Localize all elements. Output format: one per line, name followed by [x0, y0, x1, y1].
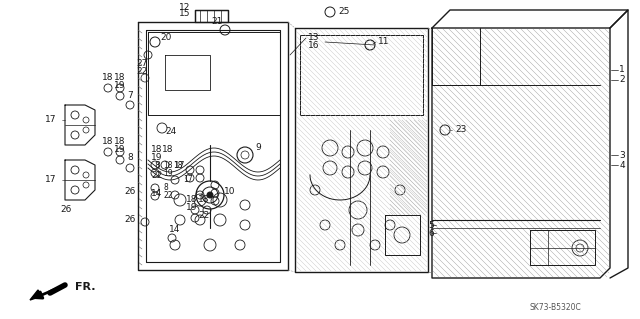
Text: 26: 26 — [61, 205, 72, 214]
Text: 19: 19 — [163, 168, 173, 177]
Text: 13: 13 — [308, 33, 319, 42]
Text: 18: 18 — [102, 73, 114, 83]
Text: 18: 18 — [163, 145, 173, 154]
Text: 22: 22 — [137, 68, 148, 77]
Text: 21: 21 — [212, 18, 223, 26]
Text: 20: 20 — [160, 33, 172, 42]
Text: 9: 9 — [255, 144, 260, 152]
Text: 22: 22 — [163, 191, 173, 201]
Text: SK73-B5320C: SK73-B5320C — [529, 302, 581, 311]
Text: FR.: FR. — [75, 282, 95, 292]
Text: 8: 8 — [127, 153, 133, 162]
Text: 5: 5 — [428, 220, 434, 229]
Text: 19: 19 — [115, 145, 125, 154]
Text: 17: 17 — [174, 160, 186, 169]
Text: 6: 6 — [428, 228, 434, 238]
Text: 25: 25 — [338, 8, 349, 17]
Text: 15: 15 — [179, 10, 190, 19]
Text: 19: 19 — [151, 153, 163, 162]
Text: 17: 17 — [45, 175, 56, 184]
Text: 11: 11 — [378, 38, 390, 47]
Circle shape — [207, 192, 213, 198]
Text: 10: 10 — [224, 188, 236, 197]
Text: 8: 8 — [154, 160, 160, 169]
Text: 18: 18 — [115, 73, 125, 83]
Text: 12: 12 — [179, 4, 190, 12]
Text: 26: 26 — [124, 216, 136, 225]
Text: 1: 1 — [619, 65, 625, 75]
Text: 18: 18 — [163, 160, 173, 169]
Text: 18: 18 — [115, 137, 125, 146]
Text: 17: 17 — [45, 115, 56, 124]
Text: 17: 17 — [183, 175, 193, 184]
Text: 18: 18 — [186, 196, 198, 204]
Text: 18: 18 — [102, 137, 114, 146]
Text: 18: 18 — [198, 196, 210, 204]
Text: 26: 26 — [124, 188, 136, 197]
Text: 19: 19 — [186, 204, 198, 212]
Text: 18: 18 — [151, 145, 163, 154]
Text: 7: 7 — [127, 91, 133, 100]
Text: 14: 14 — [151, 189, 163, 197]
Text: 27: 27 — [136, 58, 148, 68]
Text: 2: 2 — [619, 76, 625, 85]
Text: 14: 14 — [170, 226, 180, 234]
Polygon shape — [30, 290, 42, 300]
Text: 16: 16 — [308, 41, 319, 50]
Text: 19: 19 — [115, 81, 125, 91]
Text: 8: 8 — [163, 183, 168, 192]
Text: 22: 22 — [198, 211, 210, 219]
Text: 4: 4 — [619, 160, 625, 169]
Text: 18: 18 — [173, 160, 182, 169]
Text: 24: 24 — [165, 128, 176, 137]
Text: 3: 3 — [619, 151, 625, 160]
Text: 22: 22 — [152, 170, 163, 180]
Text: 23: 23 — [455, 125, 467, 135]
